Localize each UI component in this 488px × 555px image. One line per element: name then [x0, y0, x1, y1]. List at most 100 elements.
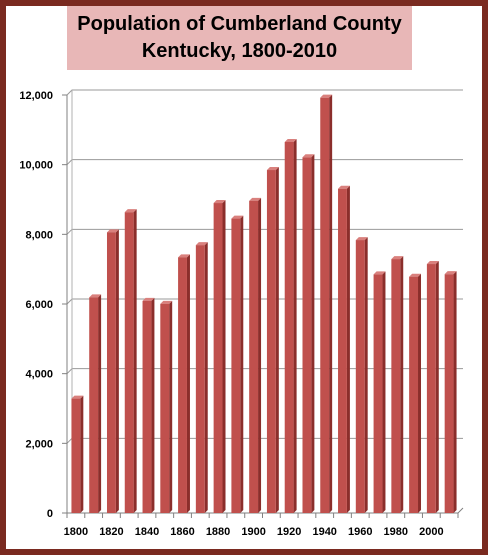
bar-side	[400, 256, 404, 513]
y-tick-label: 2,000	[25, 438, 53, 450]
bar	[249, 197, 262, 513]
bar	[338, 185, 350, 513]
bar-top	[142, 297, 155, 301]
bar-top	[124, 209, 137, 213]
bar	[231, 215, 244, 513]
bar-front	[142, 300, 152, 513]
bar	[71, 395, 84, 513]
bar	[444, 271, 457, 513]
bar-front	[124, 212, 134, 514]
bar-top	[160, 300, 173, 304]
y-tick-labels: 0 2,000 4,000 6,000 8,000 10,000 12,000	[19, 90, 53, 520]
bar-top	[373, 271, 386, 275]
x-tick-label: 1880	[206, 526, 230, 538]
bar-side	[240, 215, 244, 513]
bar	[409, 273, 422, 513]
bar	[89, 294, 102, 513]
bar	[355, 237, 368, 514]
bar	[160, 300, 173, 513]
bar	[142, 297, 155, 513]
bar-side	[418, 273, 422, 513]
bar-side	[169, 300, 173, 513]
bar-front	[355, 240, 365, 514]
bar-side	[258, 197, 262, 513]
x-tick-label: 1840	[135, 526, 159, 538]
bar-top	[195, 242, 208, 246]
bar-front	[391, 259, 401, 513]
bar-side	[435, 261, 439, 513]
bar-top	[266, 167, 279, 171]
bar-side	[275, 167, 279, 513]
bar-front	[426, 264, 436, 513]
bar-top	[106, 229, 119, 233]
bar	[320, 94, 333, 514]
bar-top	[302, 154, 315, 158]
bar-front	[302, 157, 312, 514]
x-tick-label: 2000	[419, 526, 443, 538]
gridline	[66, 89, 463, 96]
x-tick-label: 1800	[64, 526, 88, 538]
bar-side	[311, 154, 315, 514]
bar	[213, 200, 226, 514]
bar-top	[284, 138, 297, 142]
y-tick-label: 4,000	[25, 369, 53, 381]
bar-top	[89, 294, 102, 298]
bar-front	[338, 188, 347, 513]
bar	[426, 261, 439, 513]
y-tick-label: 10,000	[19, 160, 53, 172]
bar-top	[338, 185, 350, 189]
bar	[106, 229, 119, 514]
bar-side	[364, 237, 368, 514]
x-tick-label: 1960	[348, 526, 372, 538]
bar-side	[222, 200, 226, 514]
chart-title: Population of Cumberland County Kentucky…	[67, 6, 412, 70]
bar-side	[293, 138, 297, 513]
bar	[302, 154, 315, 514]
bar-front	[231, 218, 241, 513]
bar	[266, 167, 279, 513]
y-tick-label: 6,000	[25, 299, 53, 311]
y-tick-label: 12,000	[19, 90, 53, 102]
bar-top	[444, 271, 457, 275]
bar-side	[329, 94, 333, 514]
chart-title-line-1: Population of Cumberland County	[77, 13, 402, 35]
bar-top	[71, 395, 84, 399]
chart-title-line-2: Kentucky, 1800-2010	[141, 40, 338, 62]
bar-front	[213, 203, 223, 514]
bar-top	[213, 200, 226, 204]
bar-side	[204, 242, 208, 514]
bar-front	[106, 232, 116, 514]
x-tick-label: 1980	[384, 526, 408, 538]
gridline	[66, 159, 463, 166]
bar-side	[186, 254, 190, 513]
bar-side	[453, 271, 457, 513]
bar-side	[115, 229, 119, 514]
bar-side	[80, 395, 84, 513]
bar-front	[71, 398, 81, 513]
y-tick-label: 8,000	[25, 229, 53, 241]
x-tick-label: 1860	[170, 526, 194, 538]
bar-front	[249, 200, 259, 513]
bar-top	[391, 256, 404, 260]
bar-front	[373, 274, 383, 513]
bar-front	[160, 303, 170, 513]
bar	[284, 138, 297, 513]
bar-front	[409, 276, 419, 513]
bar	[373, 271, 386, 513]
bar-top	[231, 215, 244, 219]
bar-front	[178, 257, 187, 513]
bar-side	[151, 297, 155, 513]
bar-top	[355, 237, 368, 241]
bar-side	[98, 294, 102, 513]
bar	[391, 256, 404, 513]
bar	[178, 254, 190, 513]
bar-top	[409, 273, 422, 277]
bar-front	[444, 274, 454, 513]
bar-front	[266, 170, 276, 513]
bar-top	[320, 94, 333, 98]
x-tick-labels: 1800 1820 1840 1860 1880 1900 1920 1940 1960 1980…	[64, 526, 444, 538]
x-tick-label: 1940	[312, 526, 336, 538]
bar-side	[133, 209, 137, 514]
bar-front	[320, 97, 330, 514]
bar-side	[346, 185, 350, 513]
